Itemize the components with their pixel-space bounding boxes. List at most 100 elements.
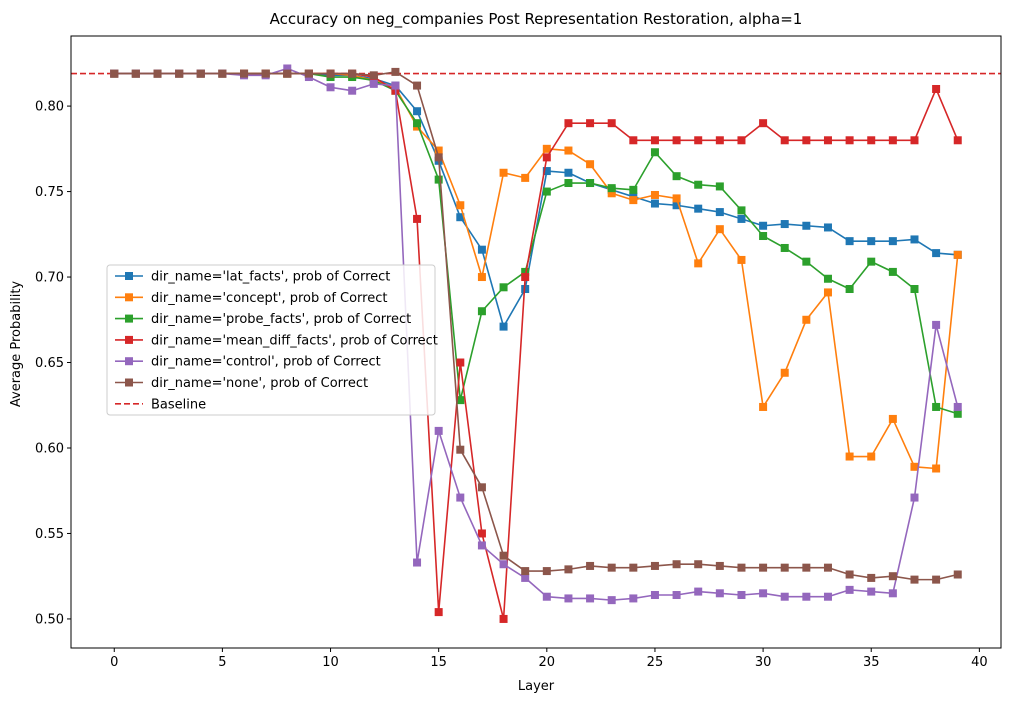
- y-tick-label: 0.60: [35, 441, 64, 456]
- legend-label: dir_name='mean_diff_facts', prob of Corr…: [151, 333, 438, 348]
- data-point: [910, 575, 919, 584]
- data-point: [888, 237, 897, 246]
- data-point: [694, 560, 703, 569]
- data-point: [391, 81, 400, 90]
- legend-box: [106, 264, 436, 416]
- data-point: [759, 119, 768, 128]
- data-point: [694, 259, 703, 268]
- data-point: [240, 69, 249, 78]
- y-tick-label: 0.55: [35, 527, 64, 542]
- data-point: [953, 570, 962, 579]
- data-point: [607, 184, 616, 193]
- data-point: [499, 551, 508, 560]
- x-tick-label: 15: [430, 655, 447, 670]
- data-point: [780, 368, 789, 377]
- plot-area: [71, 64, 1001, 623]
- data-point: [499, 168, 508, 177]
- legend-label: dir_name='none', prob of Correct: [151, 376, 368, 391]
- data-point: [672, 194, 681, 203]
- data-point: [780, 220, 789, 229]
- data-point: [542, 592, 551, 601]
- data-point: [153, 69, 162, 78]
- data-point: [434, 608, 443, 617]
- data-point: [456, 493, 465, 502]
- legend-swatch-marker: [125, 272, 133, 280]
- data-point: [888, 589, 897, 598]
- data-point: [823, 274, 832, 283]
- legend-item: dir_name='lat_facts', prob of Correct: [115, 270, 390, 285]
- legend-item: dir_name='probe_facts', prob of Correct: [115, 312, 411, 327]
- data-point: [456, 201, 465, 210]
- data-point: [456, 445, 465, 454]
- data-point: [694, 204, 703, 213]
- data-point: [650, 190, 659, 199]
- data-point: [131, 69, 140, 78]
- data-point: [715, 561, 724, 570]
- data-point: [521, 267, 530, 276]
- data-point: [845, 452, 854, 461]
- data-point: [564, 119, 573, 128]
- data-point: [629, 185, 638, 194]
- data-point: [867, 452, 876, 461]
- legend-swatch-marker: [125, 293, 133, 302]
- data-point: [759, 232, 768, 241]
- data-point: [477, 483, 486, 492]
- data-point: [780, 592, 789, 601]
- legend-swatch-marker: [125, 314, 133, 323]
- x-tick-label: 10: [322, 655, 339, 670]
- data-point: [932, 320, 941, 329]
- data-point: [694, 587, 703, 596]
- data-point: [413, 119, 422, 128]
- data-point: [499, 322, 508, 331]
- data-point: [434, 153, 443, 162]
- y-tick-label: 0.80: [35, 100, 64, 115]
- data-point: [564, 146, 573, 155]
- data-point: [542, 567, 551, 576]
- data-point: [694, 180, 703, 189]
- data-point: [823, 288, 832, 297]
- legend-item: dir_name='control', prob of Correct: [115, 355, 381, 370]
- y-tick-label: 0.75: [35, 185, 64, 200]
- legend-item: Baseline: [115, 397, 206, 412]
- data-point: [802, 592, 811, 601]
- legend-item: dir_name='concept', prob of Correct: [115, 291, 387, 306]
- data-point: [802, 136, 811, 145]
- data-point: [196, 69, 205, 78]
- plot-frame: [70, 35, 1002, 649]
- data-point: [953, 409, 962, 418]
- data-point: [542, 187, 551, 196]
- data-point: [845, 237, 854, 246]
- data-point: [802, 563, 811, 572]
- data-point: [477, 529, 486, 538]
- legend-label: dir_name='lat_facts', prob of Correct: [151, 270, 390, 285]
- data-point: [715, 136, 724, 145]
- data-point: [586, 561, 595, 570]
- data-point: [694, 136, 703, 145]
- data-point: [564, 168, 573, 177]
- data-point: [715, 208, 724, 217]
- data-point: [110, 69, 119, 78]
- data-point: [845, 136, 854, 145]
- x-axis-label: Layer: [518, 679, 555, 694]
- data-point: [434, 426, 443, 435]
- data-point: [845, 585, 854, 594]
- data-point: [521, 567, 530, 576]
- data-point: [715, 225, 724, 234]
- data-point: [759, 402, 768, 411]
- data-point: [672, 172, 681, 181]
- data-point: [910, 493, 919, 502]
- x-tick-label: 40: [971, 655, 988, 670]
- data-point: [823, 592, 832, 601]
- data-point: [607, 596, 616, 605]
- axes: 0 5 10 15 20 25 30 35 40 0.50 0.55 0.60 0.65 0.70 0.75…: [35, 100, 988, 670]
- data-point: [218, 69, 227, 78]
- data-point: [888, 414, 897, 423]
- data-point: [737, 255, 746, 264]
- data-point: [434, 175, 443, 184]
- data-point: [888, 572, 897, 581]
- data-point: [759, 589, 768, 598]
- data-point: [650, 136, 659, 145]
- data-point: [672, 560, 681, 569]
- legend-item: dir_name='mean_diff_facts', prob of Corr…: [115, 333, 438, 348]
- data-point: [391, 67, 400, 76]
